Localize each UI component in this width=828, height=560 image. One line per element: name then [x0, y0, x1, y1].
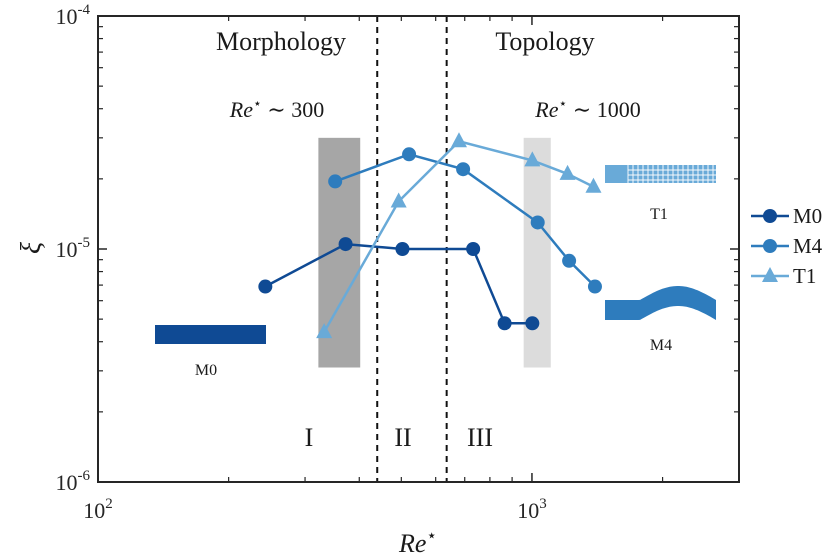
reynolds-annotation-2: Re⋆ ∼ 1000: [534, 97, 640, 122]
x-tick-label: 103: [517, 496, 547, 523]
shaded-band-2: [523, 137, 551, 368]
data-point-M0: [395, 242, 410, 256]
x-tick-label: 102: [83, 496, 113, 523]
data-point-M0: [466, 242, 481, 256]
data-point-M4: [587, 279, 602, 294]
legend-marker-T1: [762, 267, 778, 282]
data-point-M4: [530, 215, 545, 230]
data-point-T1: [316, 323, 333, 339]
data-point-M4: [562, 253, 577, 268]
legend-item-T1: T1: [751, 264, 816, 288]
region-label-iii: III: [467, 423, 493, 452]
t1-geometry-glyph: [605, 165, 716, 183]
y-tick-label: 10-6: [56, 468, 91, 495]
data-point-M0: [497, 316, 512, 331]
glyph-label-m0: M0: [195, 362, 217, 379]
data-point-T1: [559, 164, 576, 180]
glyph-label-m4: M4: [650, 337, 672, 354]
x-axis-label: Re⋆: [398, 526, 437, 558]
data-point-M4: [328, 174, 343, 189]
legend-label-M0: M0: [793, 204, 822, 228]
y-axis-label: ξ: [16, 242, 47, 254]
series-line-M0: [264, 242, 533, 325]
data-point-M4: [402, 147, 417, 162]
legend-label-M4: M4: [793, 234, 823, 258]
glyph-label-t1: T1: [650, 206, 668, 223]
legend-item-M4: M4: [751, 234, 823, 258]
legend-item-M0: M0: [751, 204, 822, 228]
y-tick-label: 10-4: [56, 2, 91, 29]
data-point-T1: [450, 132, 467, 148]
region-label-topology: Topology: [495, 27, 594, 56]
m4-geometry-glyph: [605, 286, 716, 320]
region-label-morphology: Morphology: [216, 27, 346, 56]
series-M4: [328, 147, 602, 294]
region-label-ii: II: [394, 423, 411, 452]
reynolds-annotation-1: Re⋆ ∼ 300: [229, 97, 324, 122]
legend-marker-M4: [763, 239, 777, 253]
m0-geometry-glyph: [155, 325, 266, 344]
y-tick-label: 10-5: [56, 235, 91, 262]
legend-marker-M0: [763, 209, 777, 223]
data-point-M0: [258, 279, 273, 294]
data-point-T1: [524, 151, 541, 167]
series-T1: [316, 132, 602, 339]
series-M0: [258, 237, 540, 331]
data-point-M4: [456, 162, 471, 177]
data-point-T1: [390, 192, 407, 208]
region-label-i: I: [305, 423, 314, 452]
data-point-T1: [585, 177, 602, 193]
legend-label-T1: T1: [793, 264, 816, 288]
data-point-M0: [338, 237, 353, 252]
data-point-M0: [525, 316, 540, 331]
